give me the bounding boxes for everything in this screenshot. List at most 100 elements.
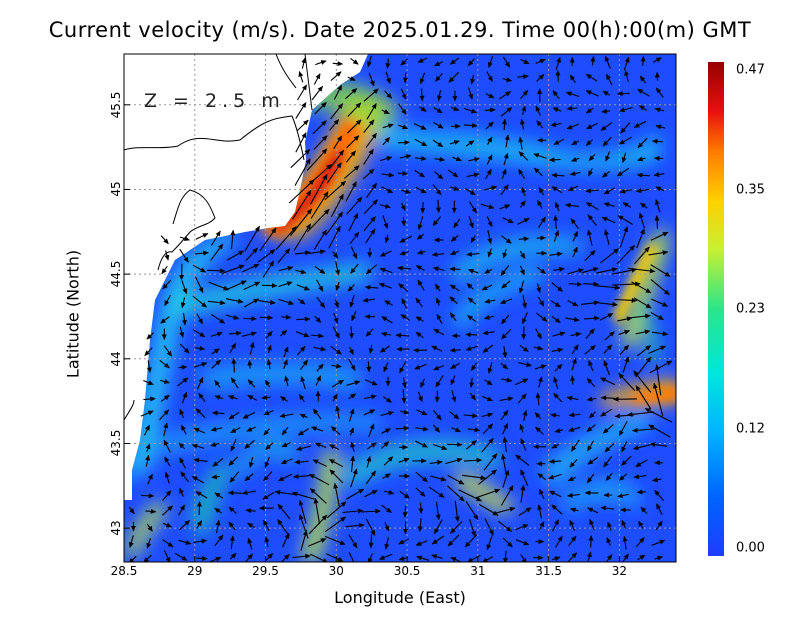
velocity-arrow <box>296 445 312 451</box>
velocity-arrow <box>144 347 153 356</box>
velocity-arrow <box>482 344 494 353</box>
velocity-arrow <box>225 314 240 320</box>
velocity-arrow <box>179 236 190 241</box>
velocity-arrow <box>365 470 377 485</box>
velocity-arrow <box>500 107 513 117</box>
velocity-arrow <box>435 72 443 82</box>
velocity-arrow <box>536 283 542 294</box>
velocity-arrow <box>163 345 173 357</box>
velocity-arrow <box>521 187 527 197</box>
velocity-arrow <box>262 491 275 500</box>
plot-frame <box>123 53 677 563</box>
velocity-arrow <box>347 102 362 117</box>
velocity-arrow <box>570 507 579 513</box>
velocity-arrow <box>603 360 610 376</box>
velocity-arrow <box>249 341 255 355</box>
velocity-arrow <box>400 409 410 415</box>
y-tick-label: 45 <box>109 181 123 198</box>
velocity-arrow <box>550 122 562 127</box>
velocity-arrow <box>330 193 344 218</box>
velocity-arrow <box>621 441 628 453</box>
velocity-arrow <box>365 518 376 536</box>
velocity-arrow <box>295 102 307 119</box>
velocity-arrow <box>275 226 297 250</box>
velocity-arrow <box>554 363 563 372</box>
velocity-arrow <box>618 373 636 391</box>
velocity-arrow <box>599 313 614 321</box>
velocity-arrow <box>432 443 448 450</box>
velocity-arrow <box>619 106 633 113</box>
velocity-arrow <box>637 88 650 97</box>
velocity-arrow <box>241 490 256 496</box>
velocity-arrow <box>536 312 548 322</box>
velocity-arrow <box>604 331 615 341</box>
velocity-arrow <box>520 469 529 487</box>
velocity-arrow <box>596 267 618 274</box>
velocity-arrow <box>257 249 276 263</box>
velocity-arrow <box>585 90 599 97</box>
velocity-arrow <box>210 331 223 337</box>
velocity-arrow <box>588 360 594 372</box>
velocity-arrow <box>533 167 543 177</box>
velocity-arrow <box>484 518 494 536</box>
velocity-arrow <box>624 70 630 82</box>
velocity-arrow <box>283 346 289 358</box>
velocity-arrow <box>467 87 474 100</box>
velocity-arrow <box>450 250 460 256</box>
velocity-arrow <box>348 393 357 400</box>
velocity-arrow <box>296 346 306 356</box>
velocity-arrow <box>397 265 412 271</box>
velocity-arrow <box>551 186 563 194</box>
velocity-arrow <box>515 454 530 466</box>
velocity-arrow <box>344 165 360 179</box>
velocity-arrow <box>246 426 256 432</box>
velocity-arrow <box>650 264 671 277</box>
velocity-arrow <box>221 264 245 275</box>
velocity-arrow <box>226 250 245 261</box>
velocity-arrow <box>648 345 667 354</box>
velocity-arrow <box>265 442 274 451</box>
x-tick-label: 30 <box>328 564 344 578</box>
x-axis-title: Longitude (East) <box>334 588 466 607</box>
velocity-arrow <box>635 385 652 410</box>
velocity-arrow <box>214 492 224 499</box>
velocity-arrow <box>328 225 341 249</box>
velocity-arrow <box>622 553 629 562</box>
velocity-arrow <box>179 519 191 531</box>
velocity-arrow <box>551 443 560 449</box>
velocity-arrow <box>368 423 375 438</box>
velocity-arrow <box>128 555 137 562</box>
velocity-arrow <box>612 267 638 275</box>
velocity-arrow <box>583 281 600 287</box>
velocity-arrow <box>248 457 254 468</box>
velocity-arrow <box>366 182 378 199</box>
velocity-arrow <box>191 476 204 484</box>
velocity-arrow <box>588 535 594 548</box>
velocity-arrow <box>567 300 579 307</box>
velocity-arrow <box>263 410 274 416</box>
velocity-arrow <box>499 396 514 402</box>
velocity-arrow <box>345 522 365 528</box>
velocity-arrow <box>128 506 135 515</box>
velocity-arrow <box>537 296 545 307</box>
velocity-arrow <box>465 501 479 521</box>
velocity-arrow <box>329 149 345 169</box>
velocity-arrow <box>242 331 257 337</box>
velocity-arrow <box>228 411 240 420</box>
velocity-arrow <box>464 534 478 548</box>
velocity-arrow <box>350 468 358 488</box>
velocity-arrow <box>586 122 598 130</box>
velocity-arrow <box>297 428 310 436</box>
velocity-arrow <box>400 202 406 211</box>
velocity-arrow <box>481 284 493 291</box>
velocity-arrow <box>278 298 295 306</box>
velocity-arrow <box>210 556 222 562</box>
velocity-arrow <box>467 268 479 274</box>
velocity-arrow <box>434 61 443 67</box>
velocity-arrow <box>502 77 512 83</box>
velocity-arrow <box>618 421 628 437</box>
velocity-arrow <box>537 504 543 519</box>
velocity-arrow <box>447 474 465 485</box>
velocity-arrow <box>651 331 669 337</box>
colorbar-tick-label: 0.35 <box>736 182 765 197</box>
